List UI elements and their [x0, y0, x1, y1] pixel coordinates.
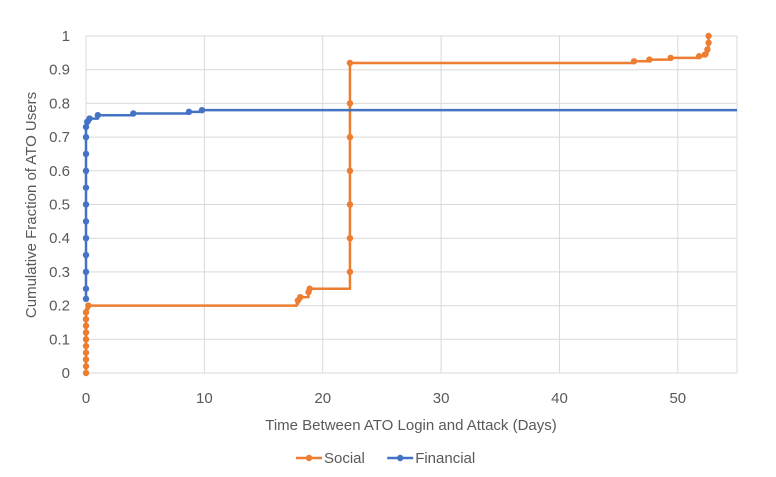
legend-marker [305, 454, 313, 462]
data-point [82, 295, 90, 303]
x-tick-label: 0 [82, 390, 90, 407]
data-point [704, 46, 711, 53]
data-point [82, 322, 90, 330]
y-tick-label: 0.7 [49, 129, 70, 146]
y-axis-title: Cumulative Fraction of ATO Users [23, 92, 40, 318]
legend-item-financial: Financial [387, 450, 475, 467]
data-point [82, 285, 90, 292]
data-point [346, 133, 354, 141]
data-point [82, 349, 90, 356]
data-point [86, 115, 93, 122]
data-point [85, 302, 92, 309]
x-tick-label: 40 [551, 390, 568, 407]
y-tick-label: 0.3 [49, 264, 70, 281]
data-point [82, 201, 90, 208]
data-point [82, 184, 90, 191]
data-point [82, 336, 90, 343]
y-tick-label: 0.2 [49, 298, 70, 315]
data-point [82, 150, 90, 158]
data-point [346, 100, 354, 107]
data-point [82, 363, 90, 370]
x-tick-label: 20 [314, 390, 331, 407]
data-point [82, 133, 90, 141]
legend-item-social: Social [296, 450, 365, 467]
data-point [346, 167, 354, 174]
legend-label: Social [324, 450, 365, 467]
data-point [82, 342, 90, 350]
gridlines [85, 35, 738, 374]
series-layer [82, 32, 737, 377]
data-point [130, 110, 137, 117]
data-point [82, 167, 90, 174]
legend-marker [397, 454, 404, 462]
data-point [82, 309, 90, 316]
data-point [306, 285, 313, 292]
data-point [297, 293, 304, 301]
x-tick-label: 30 [433, 390, 450, 407]
y-tick-label: 0.1 [49, 331, 70, 348]
data-point [346, 201, 354, 208]
data-point [82, 218, 90, 225]
series-social [82, 32, 712, 377]
data-point [346, 235, 354, 242]
data-point [705, 32, 712, 40]
data-point [185, 108, 193, 116]
data-point [346, 59, 354, 67]
data-point [646, 56, 653, 63]
x-tick-label: 50 [669, 390, 686, 407]
data-point [346, 268, 354, 276]
data-point [82, 123, 90, 131]
y-tick-label: 0.4 [49, 230, 70, 247]
data-point [695, 53, 703, 60]
data-point [82, 268, 90, 276]
y-tick-label: 1 [62, 28, 70, 45]
y-tick-label: 0.9 [49, 62, 70, 79]
data-point [630, 58, 638, 65]
tick-labels: 00.10.20.30.40.50.60.70.80.910 10 20 30 40 50 [49, 28, 686, 407]
data-point [667, 54, 674, 62]
data-point [82, 315, 90, 323]
x-axis-title: Time Between ATO Login and Attack (Days) [265, 417, 557, 434]
x-tick-label: 10 [196, 390, 213, 407]
data-point [94, 111, 102, 119]
y-tick-label: 0.6 [49, 163, 70, 180]
y-tick-label: 0.5 [49, 197, 70, 214]
legend-label: Financial [415, 450, 475, 467]
data-point [82, 356, 90, 363]
data-point [82, 369, 90, 377]
data-point [82, 251, 90, 259]
data-point [701, 51, 709, 58]
series-financial [82, 106, 737, 303]
data-point [705, 39, 712, 46]
y-tick-label: 0 [62, 365, 70, 382]
data-point [82, 329, 90, 336]
y-tick-label: 0.8 [49, 95, 70, 112]
legend: Social Financial [296, 450, 475, 467]
data-point [198, 106, 206, 114]
data-point [82, 235, 90, 242]
